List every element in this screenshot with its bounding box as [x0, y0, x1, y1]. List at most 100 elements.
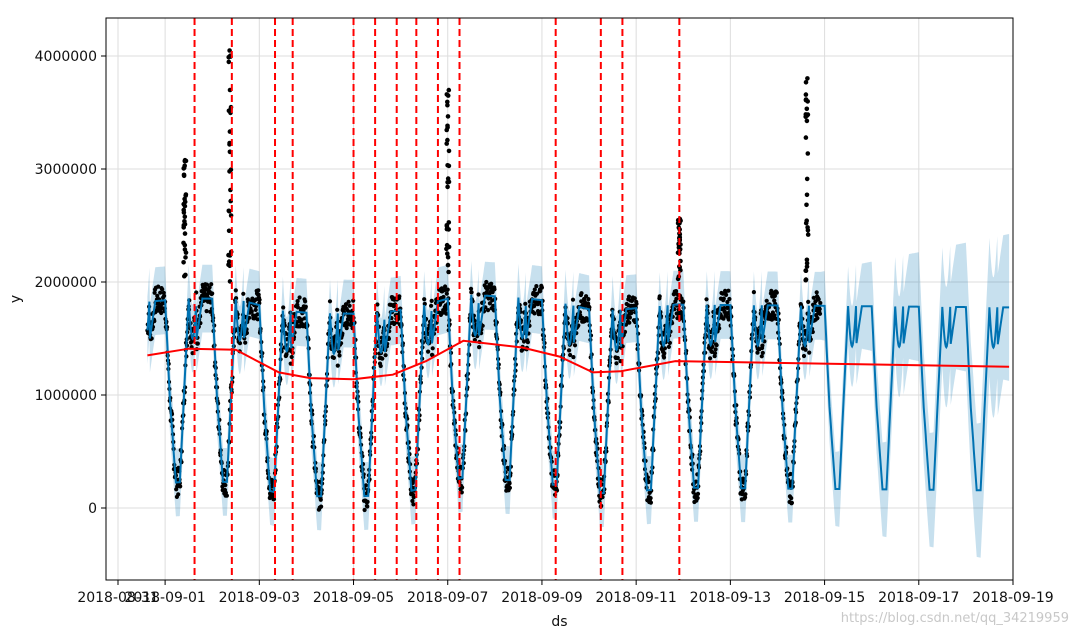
observed-point	[727, 296, 732, 302]
observed-point	[443, 284, 448, 289]
observed-point	[337, 349, 342, 354]
observed-point	[249, 309, 254, 314]
observed-point	[760, 350, 765, 355]
observed-spike-point	[804, 202, 809, 208]
observed-point	[347, 303, 352, 308]
observed-point	[363, 483, 369, 488]
observed-point	[345, 322, 350, 327]
observed-point	[445, 287, 450, 292]
observed-point	[507, 481, 512, 486]
observed-point	[681, 299, 686, 304]
observed-spike-point	[445, 262, 451, 268]
trend-line-path	[147, 339, 1010, 381]
observed-point	[534, 291, 540, 296]
observed-point	[817, 307, 822, 312]
observed-spike-point	[181, 260, 186, 265]
observed-point	[695, 495, 700, 501]
observed-point	[755, 350, 760, 355]
observed-point	[579, 299, 584, 304]
uncertainty-band-area	[147, 234, 1010, 558]
observed-point	[243, 340, 248, 345]
observed-point	[713, 347, 718, 352]
observed-spike-point	[445, 254, 451, 260]
observed-point	[815, 316, 820, 321]
observed-point	[444, 291, 449, 296]
observed-point	[459, 490, 464, 495]
observed-spike-point	[445, 93, 451, 98]
observed-point	[223, 483, 228, 488]
observed-point	[661, 355, 667, 360]
observed-spike-point	[445, 137, 450, 143]
observed-spike-point	[227, 48, 232, 53]
observed-point	[295, 305, 300, 310]
observed-point	[743, 492, 748, 497]
observed-spike-point	[446, 220, 452, 225]
observed-point	[725, 299, 730, 305]
observed-point	[714, 343, 719, 348]
observed-spike-point	[805, 99, 810, 104]
observed-point	[789, 496, 794, 501]
x-tick-label: 2018-09-05	[313, 590, 394, 606]
observed-point	[303, 299, 308, 304]
observed-point	[724, 292, 729, 297]
observed-point	[788, 471, 793, 477]
x-tick-label: 2018-08-31	[77, 590, 158, 606]
observed-point	[818, 300, 823, 306]
observed-point	[485, 308, 491, 313]
observed-point	[726, 317, 731, 322]
observed-point	[759, 354, 764, 359]
forecast-line	[146, 294, 1010, 498]
observed-point	[281, 305, 286, 310]
observed-spike-point	[182, 163, 187, 168]
observed-point	[411, 502, 416, 507]
observed-point	[204, 309, 209, 314]
observed-point	[297, 295, 302, 300]
observed-point	[178, 484, 183, 489]
observed-point	[159, 310, 164, 316]
observed-spike-point	[803, 268, 808, 273]
observed-spike-point	[804, 261, 810, 266]
observed-spike-point	[444, 127, 450, 133]
observed-point	[695, 491, 701, 496]
observed-spike-point	[676, 245, 682, 250]
observed-point	[484, 279, 489, 285]
x-tick-label: 2018-09-15	[784, 590, 865, 606]
observed-point	[487, 301, 492, 306]
observed-point	[233, 288, 238, 293]
observed-point	[289, 354, 294, 360]
observed-point	[344, 326, 349, 331]
observed-spike-point	[445, 180, 450, 185]
observed-point	[161, 290, 166, 295]
observed-spike-point	[183, 158, 189, 164]
observed-spike-point	[803, 135, 809, 140]
observed-point	[430, 346, 435, 351]
x-tick-label: 2018-09-17	[878, 590, 959, 606]
forecast-line-path	[146, 294, 1010, 498]
y-tick-label: 4000000	[35, 49, 97, 65]
observed-point	[632, 296, 637, 301]
observed-point	[525, 340, 531, 345]
observed-spike-point	[804, 264, 810, 269]
observed-point	[743, 495, 748, 500]
observed-point	[720, 291, 725, 296]
observed-point	[375, 302, 380, 307]
observed-point	[380, 356, 385, 361]
observed-point	[335, 307, 340, 312]
observed-point	[337, 353, 342, 358]
observed-point	[155, 293, 160, 298]
observed-spike-point	[227, 169, 232, 174]
observed-point	[572, 343, 578, 348]
observed-spike-point	[226, 208, 232, 214]
observed-point	[579, 291, 584, 296]
observed-point	[721, 316, 726, 321]
observed-spike-point	[446, 87, 452, 93]
observed-spike-point	[182, 242, 188, 248]
observed-point	[521, 339, 527, 344]
observed-point	[241, 291, 246, 296]
observed-point	[811, 295, 816, 300]
observed-spike-point	[805, 151, 811, 156]
observed-spike-point	[226, 228, 232, 234]
observed-point	[441, 294, 446, 300]
observed-point	[207, 285, 212, 290]
